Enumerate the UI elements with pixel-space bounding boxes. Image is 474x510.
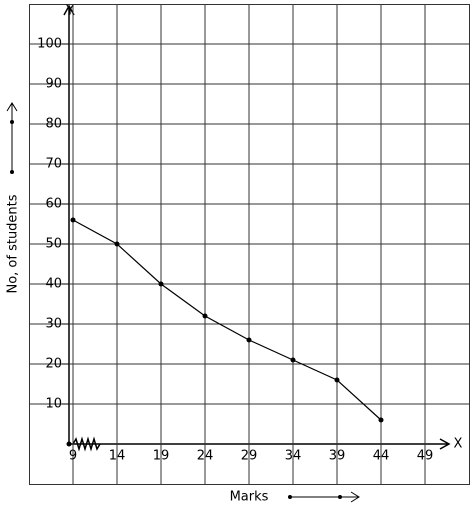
x-label-arrow-dot [338, 495, 342, 499]
y-tick-label: 80 [45, 117, 62, 132]
point [290, 357, 296, 363]
y-tick-label: 40 [45, 277, 62, 292]
point [334, 377, 340, 383]
y-tick-label: 10 [45, 397, 62, 412]
x-label-arrow-head [350, 491, 360, 503]
y-tick-label: 20 [45, 357, 62, 372]
point [378, 417, 384, 423]
y-axis-letter: Y [65, 4, 74, 19]
x-tick-label: 49 [417, 449, 434, 464]
x-axis-letter: X [454, 437, 463, 452]
y-tick-label: 70 [45, 157, 62, 172]
x-tick-label: 24 [197, 449, 214, 464]
y-tick-label: 30 [45, 317, 62, 332]
x-axis-arrow [439, 438, 451, 450]
y-tick-label: 100 [37, 37, 62, 52]
y-axis-label: No, of students [6, 194, 21, 293]
y-label-arrow-dot [10, 170, 14, 174]
y-label-arrow-dot [10, 120, 14, 124]
y-label-arrow-head [6, 102, 18, 112]
point [114, 241, 120, 247]
axis-break [72, 436, 101, 452]
y-tick-label: 90 [45, 77, 62, 92]
point [70, 217, 76, 223]
x-tick-label: 14 [109, 449, 126, 464]
x-tick-label: 39 [329, 449, 346, 464]
y-tick-label: 60 [45, 197, 62, 212]
x-label-arrow-dot [288, 495, 292, 499]
point [158, 281, 164, 287]
point [246, 337, 252, 343]
x-tick-label: 34 [285, 449, 302, 464]
x-tick-label: 29 [241, 449, 258, 464]
x-tick-label: 19 [153, 449, 170, 464]
y-tick-label: 50 [45, 237, 62, 252]
y-axis-arrow [63, 4, 75, 16]
x-tick-label: 44 [373, 449, 390, 464]
x-axis-label: Marks [230, 490, 269, 505]
origin-dot [66, 441, 72, 447]
line [72, 219, 382, 421]
x-tick-label: 9 [69, 449, 77, 464]
point [202, 313, 208, 319]
